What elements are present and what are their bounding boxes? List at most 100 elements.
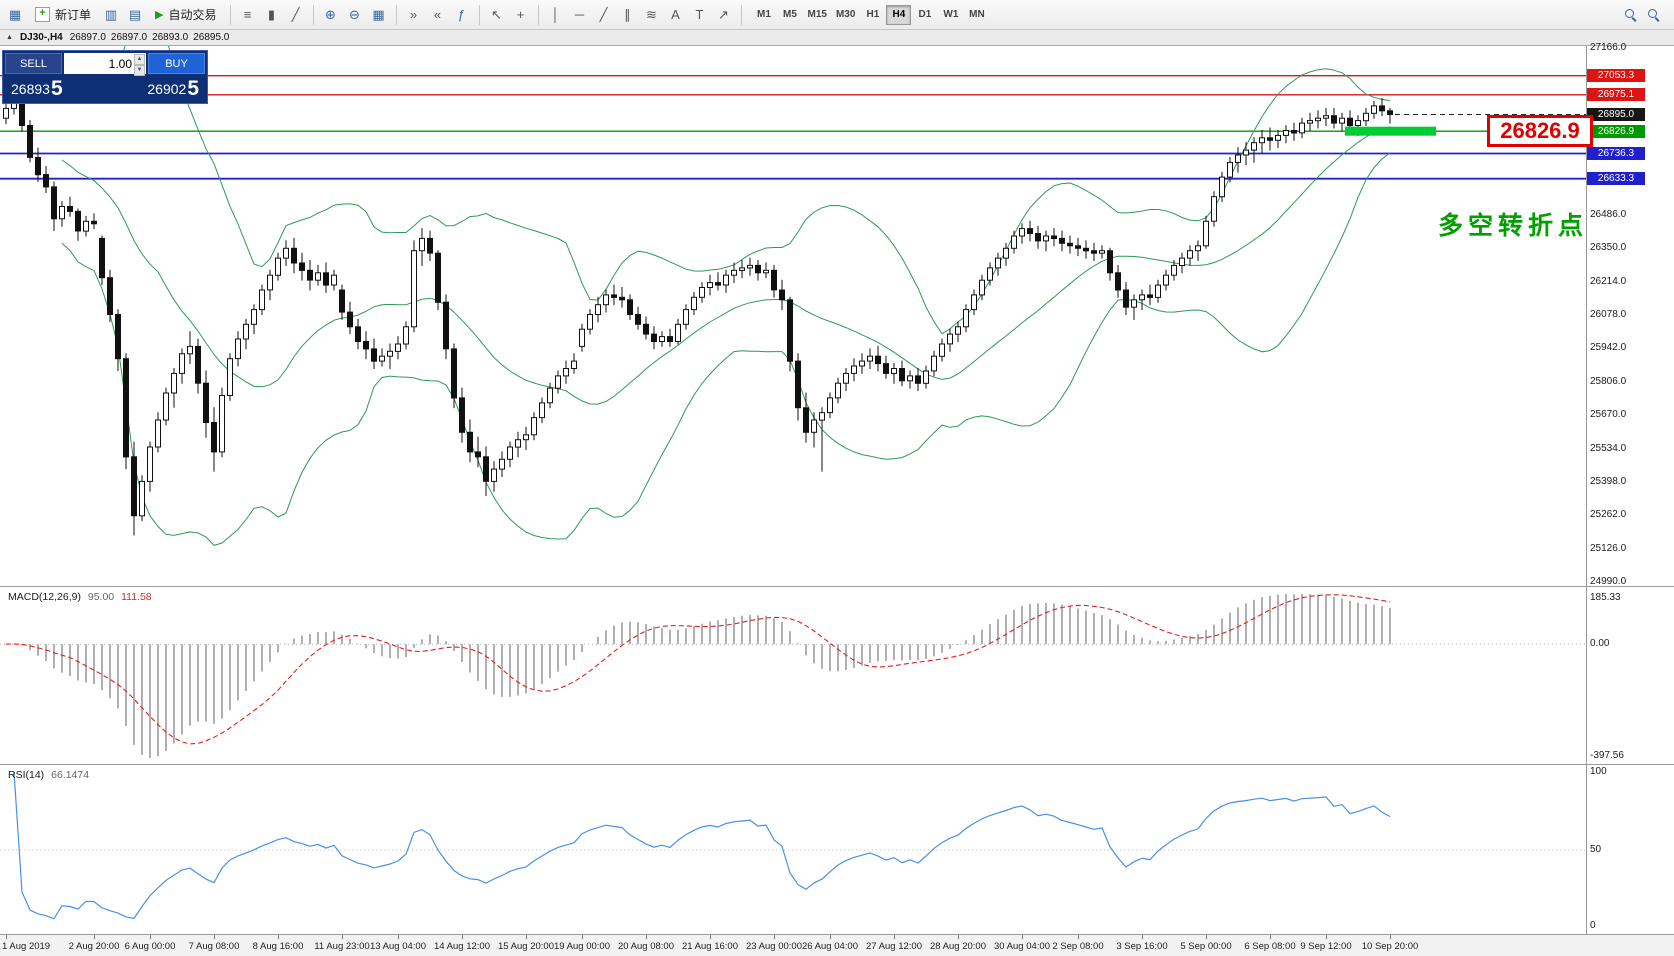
toolbar: ▦ + 新订单 ▥ ▤ ▶ 自动交易 ≡ ▮ ╱ ⊕ ⊖ ▦ » « ƒ ↖ +…	[0, 0, 1674, 30]
market-watch-icon[interactable]: ▤	[128, 6, 142, 22]
time-tick	[526, 935, 527, 939]
zoom-in-icon[interactable]: ⊕	[325, 6, 336, 22]
time-tick	[1206, 935, 1207, 939]
time-tick	[1078, 935, 1079, 939]
timeframe-w1[interactable]: W1	[943, 9, 959, 20]
time-tick	[214, 935, 215, 939]
time-tick	[710, 935, 711, 939]
rsi-line	[13, 771, 1391, 920]
time-tick	[278, 935, 279, 939]
autotrading-label: 自动交易	[168, 8, 217, 22]
vertical-line-icon[interactable]: │	[551, 7, 560, 22]
new-order-label: 新订单	[55, 8, 92, 22]
fibonacci-icon[interactable]: ≋	[646, 6, 657, 22]
bollinger-middle	[61, 126, 1391, 405]
time-axis-label: 9 Sep 12:00	[1300, 941, 1352, 952]
macd-indicator-label: MACD(12,26,9) 95.00 111.58	[8, 591, 152, 603]
new-order-button[interactable]: + 新订单	[28, 4, 98, 26]
profiles-icon[interactable]: ▥	[104, 6, 118, 22]
bar-chart-icon[interactable]: ≡	[243, 7, 252, 22]
time-axis-label: 7 Aug 08:00	[188, 941, 240, 952]
timeframe-h1[interactable]: H1	[866, 9, 880, 20]
macd-panel[interactable]	[0, 586, 1674, 764]
time-axis-label: 21 Aug 16:00	[682, 941, 738, 952]
search-icon[interactable]	[1624, 8, 1637, 21]
buy-price: 26902 5	[147, 77, 199, 100]
time-axis-label: 5 Sep 00:00	[1180, 941, 1232, 952]
toolbar-separator	[395, 4, 397, 25]
zoom-out-icon[interactable]: ⊖	[349, 6, 360, 22]
arrows-tool-icon[interactable]: ↗	[718, 6, 729, 22]
volume-down-button[interactable]: ▼	[134, 65, 145, 76]
ohlc-close: 26895.0	[193, 32, 230, 43]
toolbar-separator	[740, 4, 742, 25]
new-order-icon: +	[35, 7, 50, 22]
toolbar-separator	[478, 4, 480, 25]
time-axis-label: 2 Aug 20:00	[68, 941, 120, 952]
cursor-icon[interactable]: ↖	[491, 6, 502, 22]
chart-shift-icon[interactable]: «	[433, 7, 442, 22]
buy-button[interactable]: BUY	[148, 53, 205, 74]
text-tool-icon[interactable]: A	[671, 7, 680, 22]
label-tool-icon[interactable]: T	[695, 7, 704, 22]
sell-button[interactable]: SELL	[5, 53, 62, 74]
timeframe-m30[interactable]: M30	[835, 9, 856, 20]
find-symbol-icon[interactable]	[1647, 8, 1660, 21]
volume-value: 1.00	[108, 56, 132, 71]
time-axis-label: 28 Aug 20:00	[930, 941, 986, 952]
candles-layer	[3, 97, 1393, 536]
horizontal-line-icon[interactable]: ─	[574, 7, 585, 22]
indicators-icon[interactable]: ƒ	[457, 7, 466, 22]
auto-scroll-icon[interactable]: »	[409, 7, 418, 22]
tile-windows-icon[interactable]: ▦	[372, 6, 385, 22]
time-tick	[1142, 935, 1143, 939]
time-axis-label: 11 Aug 23:00	[314, 941, 370, 952]
time-axis[interactable]: 1 Aug 2019 2 Aug 20:00 6 Aug 00:00 7 Aug 08…	[0, 934, 1674, 956]
bollinger-bands	[61, 46, 1391, 546]
rsi-name: RSI(14)	[8, 769, 45, 781]
toolbar-separator	[537, 4, 539, 25]
chart-expander-icon[interactable]: ▲	[6, 34, 13, 41]
time-axis-label: 6 Sep 08:00	[1244, 941, 1296, 952]
time-axis-label: 3 Sep 16:00	[1116, 941, 1168, 952]
new-chart-icon[interactable]: ▦	[8, 6, 22, 22]
time-axis-label: 6 Aug 00:00	[124, 941, 176, 952]
time-tick	[894, 935, 895, 939]
timeframe-d1[interactable]: D1	[918, 9, 932, 20]
ohlc-high: 26897.0	[110, 32, 148, 43]
timeframe-m5[interactable]: M5	[783, 9, 797, 20]
timeframe-mn[interactable]: MN	[969, 9, 985, 20]
toolbar-separator	[229, 4, 231, 25]
timeframe-h4[interactable]: H4	[886, 4, 912, 25]
one-click-trading-panel[interactable]: SELL 1.00 ▲ ▼ BUY 26893 5 26902 5	[2, 50, 208, 104]
time-axis-label: 19 Aug 00:00	[554, 941, 610, 952]
volume-up-button[interactable]: ▲	[134, 54, 145, 65]
time-tick	[646, 935, 647, 939]
time-axis-label: 27 Aug 12:00	[866, 941, 922, 952]
channel-icon[interactable]: ∥	[624, 6, 631, 22]
main-price-chart[interactable]	[0, 46, 1674, 586]
line-chart-icon[interactable]: ╱	[291, 6, 300, 22]
time-axis-label: 15 Aug 20:00	[498, 941, 554, 952]
time-tick	[1022, 935, 1023, 939]
time-tick	[1390, 935, 1391, 939]
rsi-panel[interactable]	[0, 764, 1674, 934]
macd-main-value: 95.00	[87, 591, 115, 603]
macd-histogram	[13, 594, 1391, 758]
time-axis-label: 30 Aug 04:00	[994, 941, 1050, 952]
macd-name: MACD(12,26,9)	[8, 591, 81, 603]
time-tick	[342, 935, 343, 939]
autotrading-button[interactable]: ▶ 自动交易	[148, 4, 223, 26]
price-callout: 26826.9	[1487, 115, 1593, 148]
trendline-icon[interactable]: ╱	[599, 6, 608, 22]
candlestick-chart-icon[interactable]: ▮	[267, 6, 276, 22]
volume-input[interactable]: 1.00 ▲ ▼	[64, 53, 146, 76]
highlight-zone[interactable]	[1345, 126, 1436, 136]
bollinger-lower	[61, 152, 1391, 546]
ohlc-open: 26897.0	[69, 32, 106, 43]
timeframe-m1[interactable]: M1	[757, 9, 771, 20]
time-axis-label: 26 Aug 04:00	[802, 941, 858, 952]
crosshair-icon[interactable]: +	[516, 7, 525, 22]
timeframe-m15[interactable]: M15	[807, 9, 827, 20]
